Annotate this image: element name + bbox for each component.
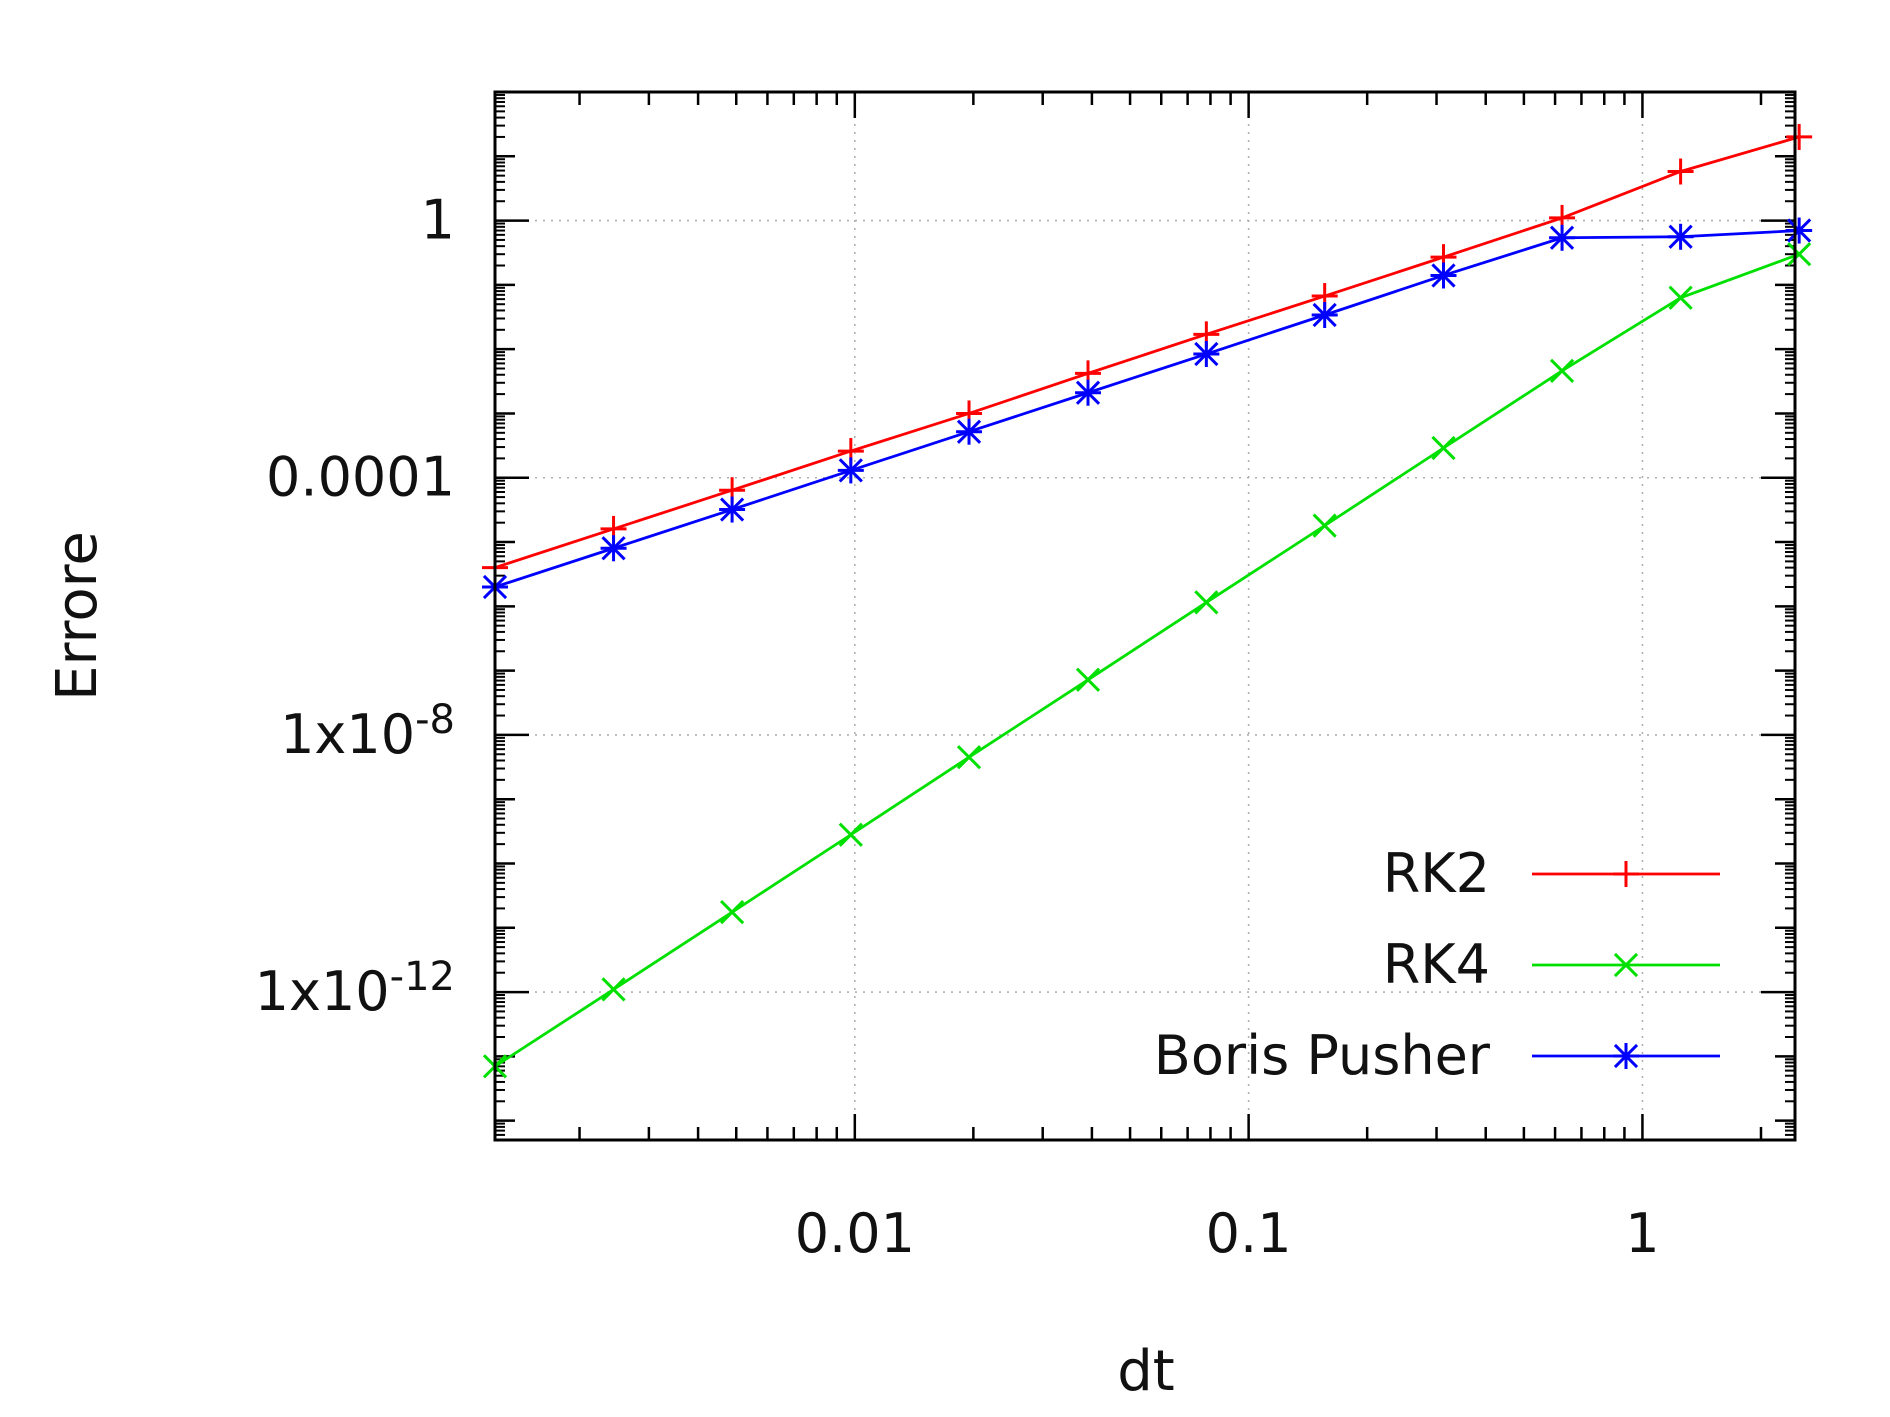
marker-stroke: [719, 900, 745, 925]
marker-stroke: [838, 822, 863, 847]
marker-stroke: [1668, 285, 1693, 310]
marker-stroke: [1312, 513, 1337, 538]
legend-marker-rk2: [1613, 861, 1639, 887]
series-rk4: [482, 242, 1812, 1079]
tick-labels: 0.01 0.1 1 1 0.0001 1x10-8 1x10-12: [255, 189, 1660, 1265]
plot-frame: [493, 90, 1797, 1142]
series-line-rk2: [494, 135, 1800, 569]
marker-stroke: [1787, 218, 1812, 243]
major-ticks: [495, 155, 1795, 1122]
marker-stroke: [719, 497, 745, 522]
marker-stroke: [1549, 358, 1575, 383]
series-line-rk4: [494, 252, 1800, 1068]
y-tick-label: 1x10-8: [280, 697, 455, 766]
series-layer: [482, 123, 1813, 1079]
data-point-boris-pusher: [1667, 223, 1694, 250]
data-point-boris-pusher: [1430, 262, 1457, 289]
marker-stroke: [1613, 952, 1639, 978]
series-line-boris-pusher: [494, 229, 1800, 589]
data-point-boris-pusher: [1075, 379, 1102, 406]
data-point-rk4: [838, 822, 863, 847]
data-point-rk4: [1431, 435, 1456, 461]
data-point-boris-pusher: [1311, 301, 1338, 328]
legend-marker-rk4: [1613, 952, 1639, 978]
series-boris-pusher: [482, 217, 1813, 600]
data-point-boris-pusher: [600, 535, 627, 562]
data-point-boris-pusher: [1549, 224, 1576, 251]
data-point-rk4: [1787, 242, 1812, 267]
marker-stroke: [1549, 225, 1575, 250]
marker-stroke: [1075, 667, 1101, 692]
marker-stroke: [956, 419, 982, 444]
data-point-boris-pusher: [1786, 217, 1813, 244]
marker-stroke: [1668, 224, 1693, 249]
marker-stroke: [1075, 380, 1101, 405]
x-tick-label: 0.01: [795, 1202, 915, 1265]
legend-label-rk2: RK2: [1383, 842, 1490, 905]
y-tick-label: 1x10-12: [255, 954, 455, 1023]
x-axis-label: dt: [1117, 1339, 1175, 1404]
legend: RK2 RK4 Boris Pusher: [1154, 842, 1720, 1087]
marker-stroke: [601, 977, 626, 1002]
data-point-rk4: [1312, 513, 1337, 538]
marker-stroke: [1312, 302, 1337, 328]
data-point-rk4: [956, 745, 982, 770]
x-tick-label: 0.1: [1206, 1202, 1292, 1265]
marker-stroke: [1431, 263, 1456, 288]
marker-stroke: [601, 536, 626, 561]
legend-label-rk4: RK4: [1383, 933, 1490, 996]
data-point-rk2: [1786, 123, 1813, 150]
data-point-rk4: [1075, 667, 1101, 692]
data-point-boris-pusher: [1193, 341, 1220, 368]
data-point-rk4: [1194, 590, 1219, 615]
data-point-rk4: [719, 900, 745, 925]
marker-stroke: [956, 745, 982, 770]
minor-ticks: [495, 92, 1795, 1141]
data-point-boris-pusher: [837, 457, 864, 484]
marker-stroke: [838, 458, 863, 483]
y-tick-label: 1: [421, 189, 455, 252]
marker-stroke: [1613, 1043, 1639, 1069]
marker-stroke: [1194, 341, 1219, 367]
data-point-rk4: [1668, 285, 1693, 310]
marker-stroke: [1194, 590, 1219, 615]
data-point-boris-pusher: [719, 496, 746, 523]
x-tick-label: 1: [1625, 1202, 1659, 1265]
legend-marker-boris-pusher: [1613, 1043, 1639, 1069]
data-point-boris-pusher: [956, 418, 983, 445]
y-tick-label: 0.0001: [266, 446, 455, 509]
legend-label-boris-pusher: Boris Pusher: [1154, 1024, 1491, 1087]
y-axis-label: Errore: [45, 531, 110, 701]
data-point-rk4: [1549, 358, 1575, 383]
marker-stroke: [1431, 435, 1456, 461]
data-point-rk4: [601, 977, 626, 1002]
data-point-rk2: [1667, 158, 1694, 185]
marker-stroke: [1787, 242, 1812, 267]
